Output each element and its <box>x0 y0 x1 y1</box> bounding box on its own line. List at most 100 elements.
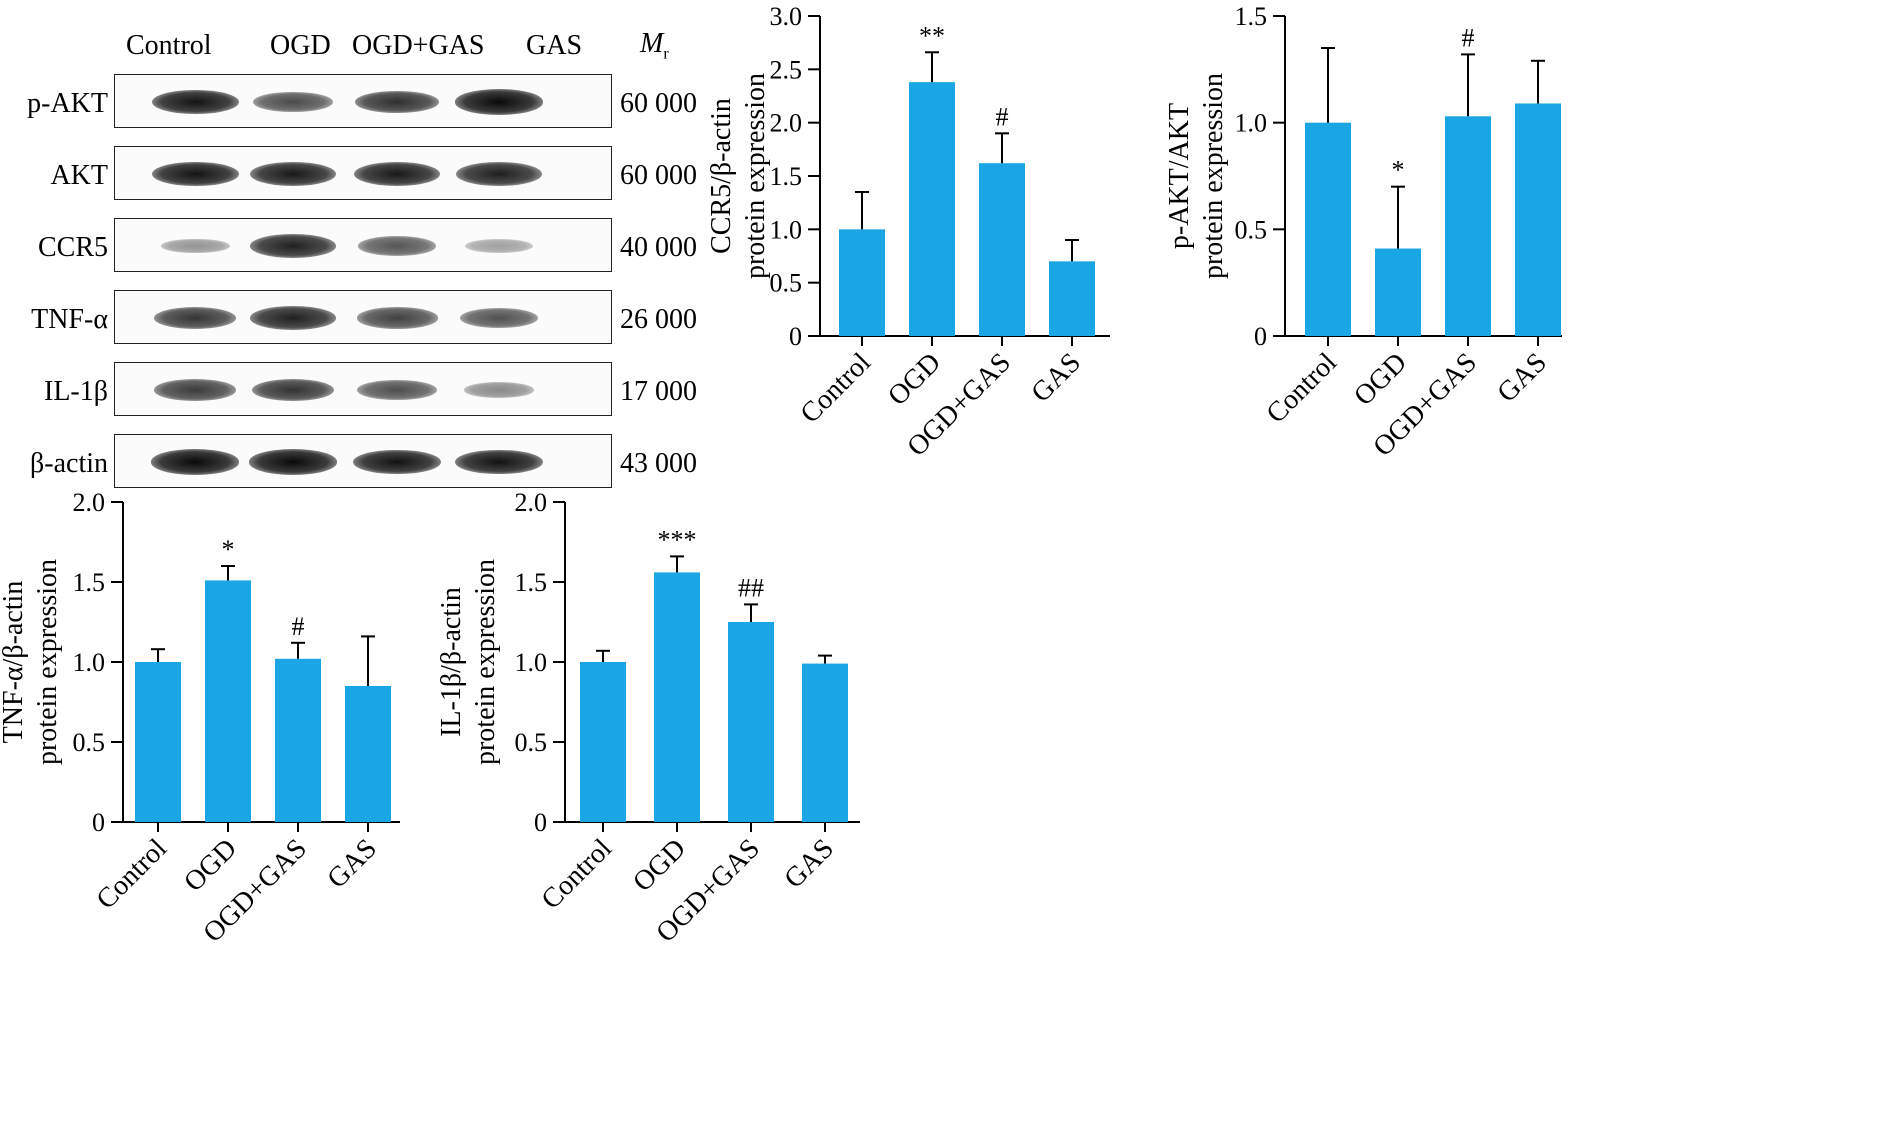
lane-label-gas: GAS <box>526 30 583 61</box>
y-tick-label: 0 <box>92 808 105 837</box>
significance-marker: * <box>222 535 235 564</box>
bar <box>275 658 321 822</box>
y-tick-label: 0.5 <box>73 728 106 757</box>
blot-row: CCR5 40 000 <box>0 218 720 278</box>
blot-strip <box>114 434 612 488</box>
pakt-bar-chart: 0 0.5 1.0 1.5 p-AKT/AKT protein expression Con… <box>1164 2 1562 463</box>
y-tick-label: 2.0 <box>73 488 106 517</box>
blot-band <box>160 238 230 254</box>
y-tick-label: 2.0 <box>515 488 548 517</box>
blot-band <box>248 449 338 475</box>
blot-band <box>355 90 439 114</box>
molecular-weight-label: 17 000 <box>620 376 697 407</box>
mr-header: Mr <box>640 28 669 63</box>
molecular-weight-label: 60 000 <box>620 160 697 191</box>
blot-row: β-actin 43 000 <box>0 434 720 494</box>
x-category-label: GAS <box>1025 347 1087 409</box>
blot-row-label: AKT <box>50 160 108 191</box>
y-tick-label: 0 <box>1254 322 1267 351</box>
significance-marker: # <box>292 612 305 641</box>
blot-row-label: TNF-α <box>31 304 108 335</box>
x-category-label: Control <box>795 347 878 430</box>
blot-band <box>251 378 335 402</box>
x-category-label: Control <box>91 833 174 916</box>
significance-marker: # <box>996 102 1009 131</box>
blot-row: AKT 60 000 <box>0 146 720 206</box>
y-tick-label: 1.0 <box>73 648 106 677</box>
bar <box>580 662 626 822</box>
blot-row: p-AKT 60 000 <box>0 74 720 134</box>
y-tick-label: 0.5 <box>515 728 548 757</box>
blot-band <box>353 161 441 187</box>
blot-band <box>153 307 237 329</box>
x-category-label: Control <box>536 833 619 916</box>
x-category-label: OGD <box>1348 347 1413 412</box>
bar <box>909 82 955 336</box>
blot-row: IL-1β 17 000 <box>0 362 720 422</box>
x-category-label: GAS <box>778 833 840 895</box>
blot-band <box>151 161 239 187</box>
significance-marker: *** <box>658 525 697 554</box>
significance-marker: * <box>1392 156 1405 185</box>
blot-strip <box>114 146 612 200</box>
blot-strip <box>114 362 612 416</box>
blot-band <box>353 449 441 475</box>
blot-band <box>465 239 533 253</box>
blot-band <box>150 449 240 475</box>
blot-row-label: p-AKT <box>27 88 108 119</box>
blot-row-label: CCR5 <box>37 232 108 263</box>
bar <box>135 662 181 822</box>
significance-marker: # <box>1462 23 1475 52</box>
significance-marker: ## <box>738 573 764 602</box>
y-tick-label: 0 <box>534 808 547 837</box>
molecular-weight-label: 26 000 <box>620 304 697 335</box>
blot-strip <box>114 290 612 344</box>
il1b-bar-chart: 0 0.5 1.0 1.5 2.0 IL-1β/β-actin protein expres… <box>436 488 860 949</box>
y-tick-label: 1.5 <box>770 162 803 191</box>
y-tick-label: 3.0 <box>770 2 803 31</box>
x-category-label: OGD <box>178 833 243 898</box>
bar <box>802 663 848 822</box>
y-tick-label: 2.5 <box>770 55 803 84</box>
y-axis-label: IL-1β/β-actin <box>436 587 467 737</box>
y-axis-label: protein expression <box>32 559 63 765</box>
y-tick-label: 1.5 <box>1235 2 1268 31</box>
bar <box>839 229 885 336</box>
blot-band <box>463 382 535 398</box>
blot-band <box>454 89 544 115</box>
y-tick-label: 1.5 <box>73 568 106 597</box>
blot-band <box>250 306 336 330</box>
bar <box>1305 122 1351 337</box>
blot-band <box>253 91 333 113</box>
y-tick-label: 1.0 <box>770 215 803 244</box>
x-category-label: OGD <box>627 833 692 898</box>
blot-row-label: IL-1β <box>44 376 108 407</box>
bar <box>1049 261 1095 336</box>
bar <box>1375 248 1421 336</box>
y-axis-label: protein expression <box>1198 73 1229 279</box>
blot-band <box>456 162 542 186</box>
y-tick-label: 0.5 <box>770 269 803 298</box>
bar <box>1445 116 1491 337</box>
x-category-label: Control <box>1261 347 1344 430</box>
y-axis-label: TNF-α/β-actin <box>0 581 29 744</box>
x-category-label: GAS <box>321 833 383 895</box>
x-category-label: GAS <box>1491 347 1553 409</box>
blot-band <box>357 379 437 401</box>
bar <box>979 163 1025 336</box>
bar <box>654 572 700 822</box>
bar <box>1515 103 1561 336</box>
lane-label-ogd: OGD <box>270 30 331 61</box>
y-axis-label: p-AKT/AKT <box>1164 103 1195 249</box>
y-axis-label: protein expression <box>470 559 501 765</box>
ccr5-bar-chart: 0 0.5 1.0 1.5 2.0 2.5 3.0 CCR5/β-actin protein e… <box>706 2 1110 463</box>
blot-row-label: β-actin <box>30 448 108 479</box>
blot-strip <box>114 218 612 272</box>
y-tick-label: 1.0 <box>515 648 548 677</box>
bar <box>345 686 391 822</box>
y-tick-label: 0 <box>789 322 802 351</box>
x-category-label: OGD <box>882 347 947 412</box>
western-blot-panel: Control OGD OGD+GAS GAS Mr p-AKT 60 000 AK… <box>0 0 720 520</box>
blot-band <box>249 161 337 187</box>
y-tick-label: 0.5 <box>1235 215 1268 244</box>
